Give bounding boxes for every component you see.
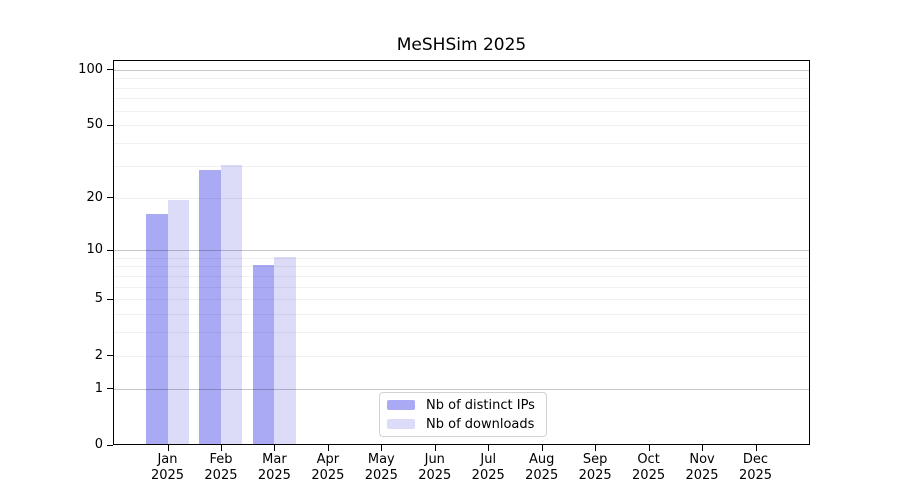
x-tick-mark-sep: [595, 445, 597, 451]
x-tick-mark-jan: [167, 445, 169, 451]
bars-layer: [114, 61, 809, 444]
bar-downloads-jan: [167, 200, 189, 444]
y-tick-label-5: 5: [94, 291, 103, 307]
bar-ips-jan: [146, 213, 168, 444]
y-tick-label-1: 1: [94, 380, 103, 396]
x-tick-mark-may: [381, 445, 383, 451]
legend-item-downloads: Nb of downloads: [387, 416, 539, 432]
x-tick-mark-apr: [327, 445, 329, 451]
x-tick-mark-dec: [755, 445, 757, 451]
x-tick-label-jun: Jun 2025: [418, 452, 452, 483]
y-tick-label-0: 0: [94, 437, 103, 452]
chart-title: MeSHSim 2025: [396, 35, 527, 55]
y-tick-mark-10: [107, 249, 113, 251]
x-tick-mark-oct: [648, 445, 650, 451]
y-tick-label-50: 50: [86, 117, 103, 133]
x-tick-mark-jun: [434, 445, 436, 451]
y-tick-label-100: 100: [78, 61, 103, 77]
bar-downloads-feb: [220, 164, 243, 444]
x-tick-mark-mar: [274, 445, 276, 451]
x-tick-mark-aug: [541, 445, 543, 451]
legend-swatch-downloads: [387, 419, 415, 429]
x-tick-label-jan: Jan 2025: [150, 452, 185, 483]
x-tick-label-dec: Dec 2025: [738, 452, 773, 483]
x-tick-mark-feb: [220, 445, 222, 451]
x-tick-label-mar: Mar 2025: [257, 452, 291, 483]
y-tick-label-2: 2: [94, 347, 103, 363]
x-tick-label-nov: Nov 2025: [685, 452, 719, 483]
y-tick-label-10: 10: [86, 242, 103, 258]
y-tick-mark-50: [107, 124, 113, 126]
y-tick-mark-20: [107, 197, 113, 198]
x-tick-label-sep: Sep 2025: [578, 452, 612, 483]
x-tick-label-feb: Feb 2025: [204, 452, 238, 483]
legend-item-distinct-ips: Nb of distinct IPs: [387, 397, 539, 413]
y-tick-mark-1: [107, 388, 113, 390]
y-tick-mark-5: [107, 298, 113, 300]
bar-ips-feb: [199, 170, 221, 444]
legend: Nb of distinct IPs Nb of downloads: [379, 392, 547, 437]
y-tick-mark-2: [107, 355, 113, 357]
legend-swatch-distinct-ips: [387, 400, 415, 410]
y-tick-label-20: 20: [86, 189, 103, 205]
x-tick-mark-jul: [488, 445, 490, 451]
x-tick-label-may: May 2025: [364, 452, 398, 483]
x-tick-label-oct: Oct 2025: [632, 452, 666, 483]
y-tick-mark-100: [107, 69, 113, 71]
x-tick-label-apr: Apr 2025: [311, 452, 345, 483]
y-tick-mark-0: [107, 444, 113, 446]
bar-downloads-mar: [274, 256, 296, 444]
plot-area: [113, 60, 810, 445]
x-tick-mark-nov: [702, 445, 704, 451]
legend-label-distinct-ips: Nb of distinct IPs: [426, 397, 535, 413]
bar-ips-mar: [252, 265, 275, 444]
x-tick-label-jul: Jul 2025: [471, 452, 505, 483]
x-tick-label-aug: Aug 2025: [525, 452, 559, 483]
legend-label-downloads: Nb of downloads: [426, 416, 535, 432]
